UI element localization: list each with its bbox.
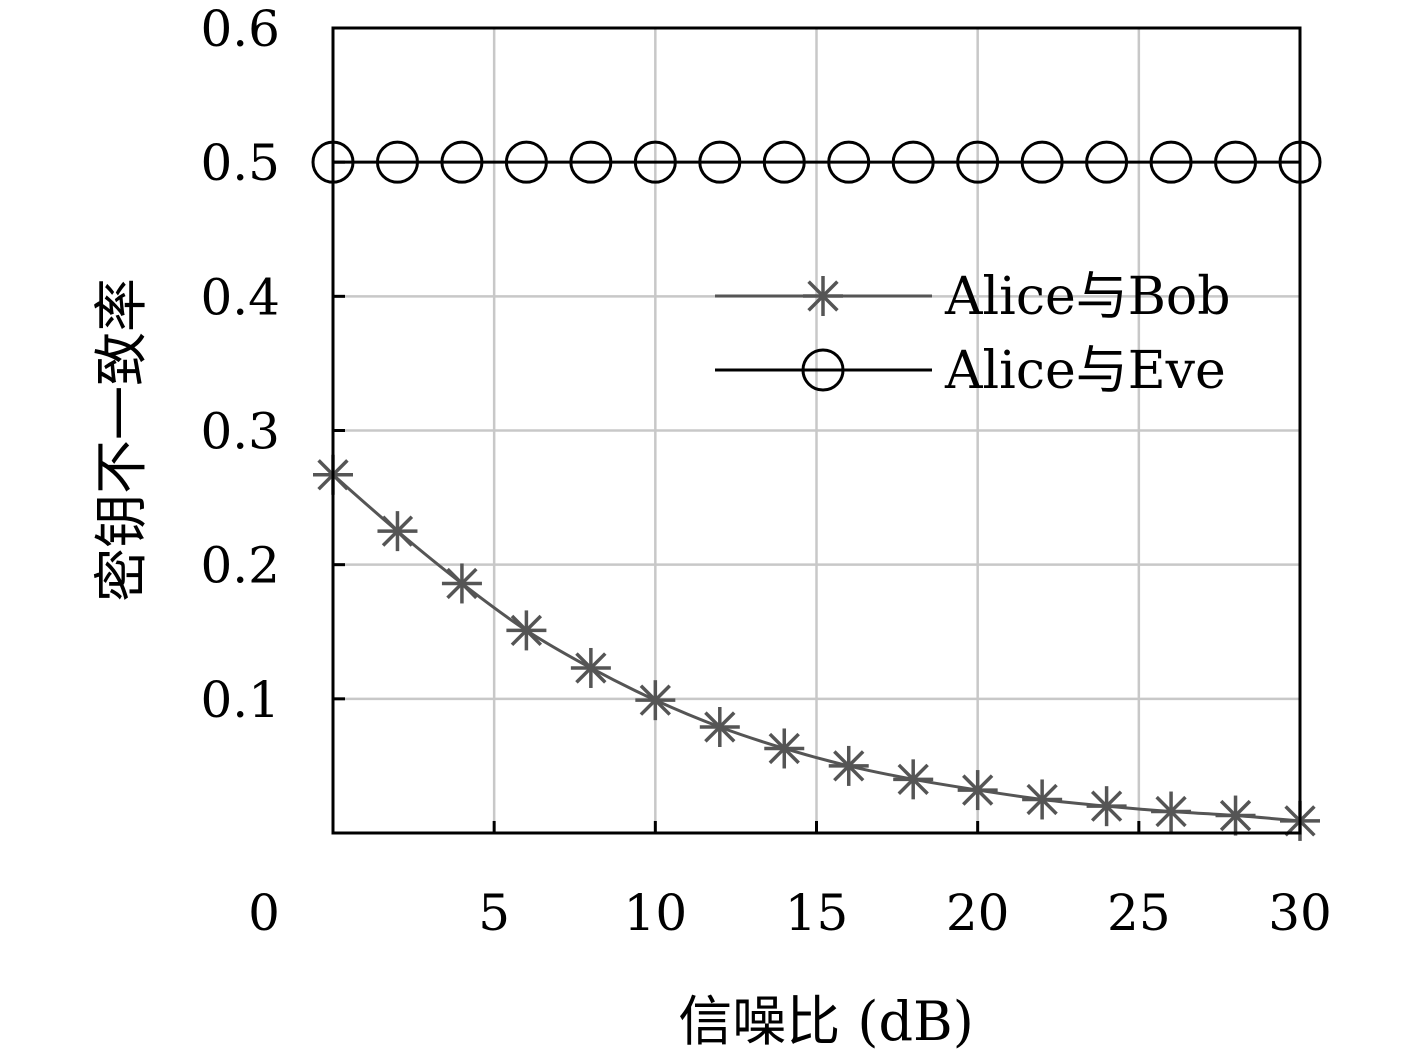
data-point-marker: [1022, 779, 1063, 820]
data-point-marker: [891, 140, 935, 184]
legend-label: Alice与Eve: [944, 341, 1226, 401]
series-line: [332, 473, 1301, 823]
x-tick-label: 20: [946, 884, 1010, 942]
data-point-marker: [698, 140, 742, 184]
data-point-marker: [375, 140, 419, 184]
y-tick-label: 0.6: [200, 0, 280, 58]
data-point-marker: [893, 759, 934, 800]
data-point-marker: [570, 647, 611, 688]
y-tick-label: 0.5: [200, 134, 280, 192]
data-point-marker: [1085, 140, 1129, 184]
y-tick-label: 0.2: [200, 537, 280, 595]
x-tick-label: 15: [785, 884, 849, 942]
data-point-marker: [506, 610, 547, 651]
x-tick-label: 5: [478, 884, 510, 942]
data-point-marker: [504, 140, 548, 184]
data-point-marker: [827, 140, 871, 184]
x-tick-label: 25: [1107, 884, 1171, 942]
y-axis-title: 密钥不一致率: [90, 278, 153, 602]
x-tick-label: 30: [1268, 884, 1332, 942]
y-tick-label: 0.4: [200, 268, 280, 326]
legend-marker: [803, 276, 843, 316]
data-point-marker: [762, 140, 806, 184]
data-point-marker: [441, 563, 482, 604]
data-point-marker: [377, 511, 418, 552]
legend-item: Alice与Bob: [715, 267, 1231, 327]
data-point-marker: [1151, 791, 1192, 832]
y-tick-label: 0.1: [200, 671, 280, 729]
data-point-marker: [1215, 795, 1256, 836]
x-axis-title: 信噪比 (dB): [678, 990, 974, 1053]
data-point-marker: [699, 707, 740, 748]
data-point-marker: [957, 770, 998, 811]
legend: Alice与Bob Alice与Eve: [715, 267, 1231, 401]
x-tick-label: 0: [248, 884, 280, 942]
data-point-marker: [633, 140, 677, 184]
data-point-marker: [828, 745, 869, 786]
legend-label: Alice与Bob: [944, 267, 1231, 327]
legend-item: Alice与Eve: [715, 341, 1226, 401]
data-point-marker: [1086, 786, 1127, 827]
data-point-marker: [956, 140, 1000, 184]
data-point-marker: [1149, 140, 1193, 184]
data-point-marker: [569, 140, 613, 184]
x-tick-label: 10: [624, 884, 688, 942]
data-point-marker: [1214, 140, 1258, 184]
y-tick-label: 0.3: [200, 403, 280, 461]
data-point-marker: [1020, 140, 1064, 184]
axis-ticks: 0 5 10 15 20 25 30 0.1 0.2 0.3 0.4 0.5 0.6: [200, 0, 1331, 942]
legend-marker: [801, 348, 845, 392]
data-point-marker: [635, 680, 676, 721]
data-point-marker: [764, 728, 805, 769]
data-point-marker: [440, 140, 484, 184]
